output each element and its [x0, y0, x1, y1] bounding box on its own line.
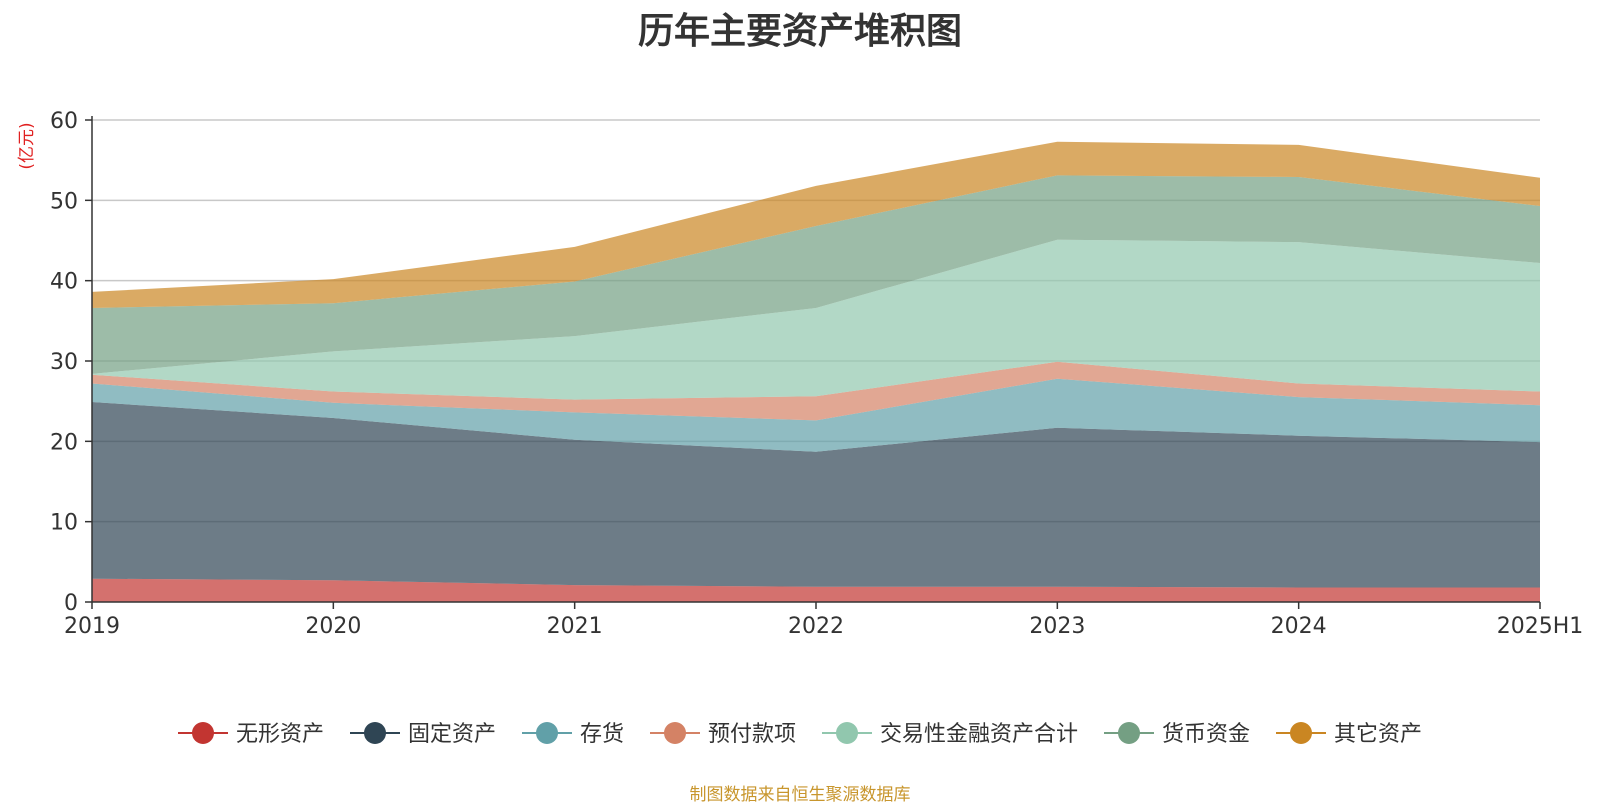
legend-item-固定资产: 固定资产 [350, 722, 496, 747]
legend-label: 无形资产 [236, 722, 324, 747]
axes: 0 10 20 30 40 50 60 2019 2020 2021 2022 2023 2024 202… [50, 109, 1583, 639]
legend-label: 预付款项 [708, 722, 796, 747]
y-tick-label: 0 [64, 591, 78, 616]
legend-item-交易性金融资产合计: 交易性金融资产合计 [822, 722, 1078, 747]
area-series-预付款项 [92, 361, 1540, 421]
area-series-固定资产 [92, 402, 1540, 588]
area-series-交易性金融资产合计 [92, 239, 1540, 400]
legend-label: 其它资产 [1334, 722, 1422, 747]
legend-marker [364, 722, 386, 744]
area-series-layer [92, 141, 1540, 602]
legend-item-货币资金: 货币资金 [1104, 722, 1250, 747]
x-tick-label: 2024 [1271, 614, 1327, 639]
x-tick-label: 2022 [788, 614, 844, 639]
legend-marker [1118, 722, 1140, 744]
area-series-货币资金 [92, 175, 1540, 374]
legend-item-其它资产: 其它资产 [1276, 722, 1422, 747]
legend-label: 货币资金 [1162, 722, 1250, 747]
legend-item-无形资产: 无形资产 [178, 722, 324, 747]
x-tick-label: 2023 [1029, 614, 1085, 639]
legend-item-预付款项: 预付款项 [650, 722, 796, 747]
legend-marker [836, 722, 858, 744]
y-tick-label: 20 [50, 430, 78, 455]
legend-marker [1290, 722, 1312, 744]
y-tick-label: 40 [50, 270, 78, 295]
y-tick-label: 10 [50, 511, 78, 536]
x-tick-label: 2021 [547, 614, 603, 639]
x-tick-label: 2025H1 [1497, 614, 1584, 639]
area-series-其它资产 [92, 141, 1540, 308]
legend-item-存货: 存货 [522, 722, 624, 747]
data-source-note: 制图数据来自恒生聚源数据库 [689, 785, 911, 805]
y-tick-label: 60 [50, 109, 78, 134]
x-tick-label: 2019 [64, 614, 120, 639]
area-series-无形资产 [92, 578, 1540, 602]
legend-marker [664, 722, 686, 744]
y-axis-unit-label: (亿元) [17, 122, 37, 169]
legend: 无形资产 固定资产 存货 预付款项 交易性金融资产合计 货币资金 其它资产 [178, 722, 1422, 747]
legend-label: 固定资产 [408, 722, 496, 747]
y-tick-label: 50 [50, 189, 78, 214]
legend-label: 交易性金融资产合计 [880, 722, 1078, 747]
legend-label: 存货 [580, 722, 624, 747]
chart-title: 历年主要资产堆积图 [637, 11, 962, 52]
y-tick-label: 30 [50, 350, 78, 375]
x-tick-label: 2020 [305, 614, 361, 639]
area-series-存货 [92, 378, 1540, 452]
legend-marker [536, 722, 558, 744]
legend-marker [192, 722, 214, 744]
